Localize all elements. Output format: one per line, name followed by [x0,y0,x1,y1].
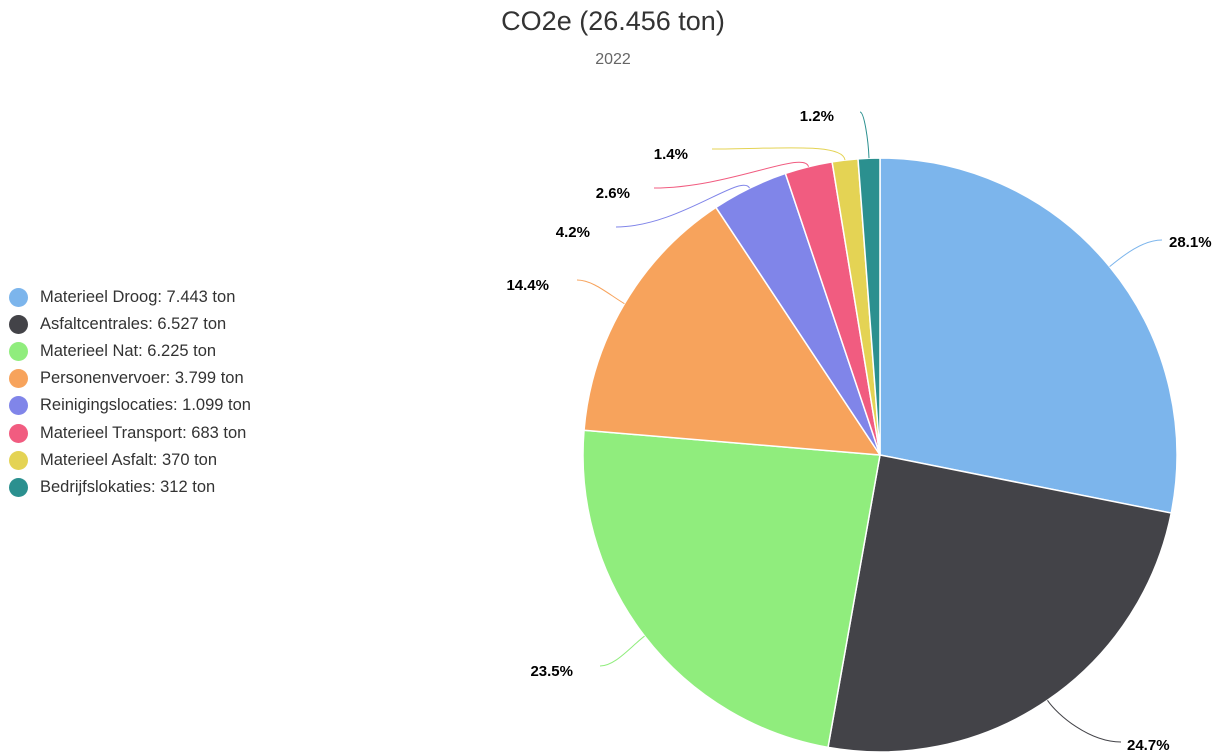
legend-label: Materieel Droog: 7.443 ton [40,288,236,307]
legend-swatch [9,423,28,443]
label-connectors [576,111,1163,743]
legend-label: Asfaltcentrales: 6.527 ton [40,315,227,334]
slice-label: 28.1% [1169,234,1212,251]
label-connector [859,111,870,159]
legend: Materieel Droog: 7.443 ton Asfaltcentrale… [9,284,251,501]
legend-item[interactable]: Reinigingslocaties: 1.099 ton [9,392,251,419]
slice-labels: 28.1% 24.7% 23.5% 14.4% 4.2% 2.6% 1.4% 1.2% [506,108,1211,753]
legend-label: Materieel Transport: 683 ton [40,423,247,442]
legend-item[interactable]: Materieel Transport: 683 ton [9,419,251,446]
label-connector [711,147,846,161]
legend-label: Bedrijfslokaties: 312 ton [40,477,216,496]
pie-slice[interactable] [857,157,881,456]
legend-label: Personenvervoer: 3.799 ton [40,369,244,388]
pie-slice[interactable] [582,429,881,749]
legend-swatch [9,315,28,335]
legend-swatch [9,369,28,389]
pie-slice[interactable] [827,454,1173,753]
label-connector [1047,700,1122,743]
legend-swatch [9,450,28,470]
legend-item[interactable]: Materieel Droog: 7.443 ton [9,284,251,311]
slice-label: 1.2% [800,108,834,125]
pie-slices [582,157,1178,753]
slice-label: 4.2% [556,224,590,241]
legend-item[interactable]: Asfaltcentrales: 6.527 ton [9,311,251,338]
slice-label: 23.5% [530,663,573,680]
legend-swatch [9,342,28,362]
label-connector [653,161,810,189]
slice-label: 14.4% [506,277,549,294]
legend-swatch [9,288,28,308]
legend-label: Materieel Nat: 6.225 ton [40,342,217,361]
label-connector [615,184,751,228]
pie-slice[interactable] [583,206,881,456]
legend-item[interactable]: Materieel Nat: 6.225 ton [9,338,251,365]
label-connector [1109,239,1163,268]
legend-label: Materieel Asfalt: 370 ton [40,450,218,469]
legend-label: Reinigingslocaties: 1.099 ton [40,396,251,415]
legend-item[interactable]: Bedrijfslokaties: 312 ton [9,474,251,501]
chart-subtitle: 2022 [595,51,631,68]
label-connector [599,635,645,667]
slice-label: 1.4% [654,146,688,163]
pie-slice[interactable] [879,157,1178,514]
legend-swatch [9,477,28,497]
legend-swatch [9,396,28,416]
legend-item[interactable]: Personenvervoer: 3.799 ton [9,365,251,392]
slice-label: 2.6% [596,185,630,202]
chart-title: CO2e (26.456 ton) [501,6,725,36]
slice-label: 24.7% [1127,737,1170,753]
label-connector [576,279,625,305]
legend-item[interactable]: Materieel Asfalt: 370 ton [9,447,251,474]
